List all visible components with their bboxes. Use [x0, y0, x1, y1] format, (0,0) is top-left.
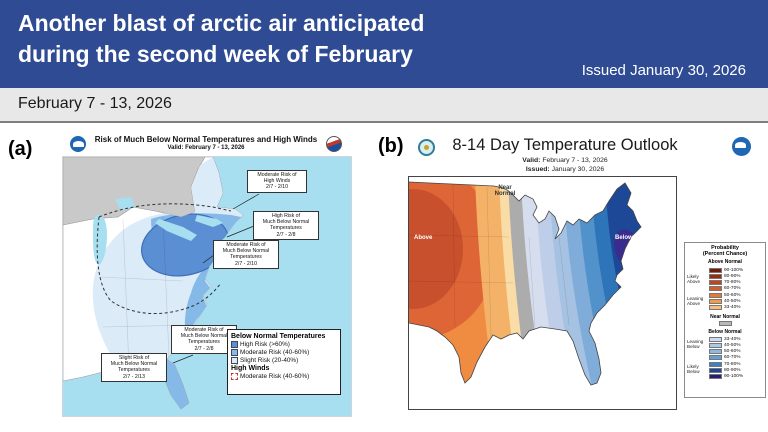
panel-b-map: Near Normal Above Below	[408, 176, 677, 410]
moderate-risk-swatch	[231, 349, 238, 356]
near-normal-swatch	[719, 321, 732, 326]
commerce-seal-icon	[418, 139, 435, 156]
legend-item-label: Moderate Risk (40-60%)	[240, 373, 310, 380]
group-likely-above: Likely Above	[687, 274, 701, 284]
above-swatch	[709, 286, 722, 292]
legend-item-slight: Slight Risk (20-40%)	[231, 357, 337, 364]
panel-a-valid: Valid: February 7 - 13, 2026	[167, 145, 245, 151]
above-swatch	[709, 273, 722, 279]
legend-item-winds: Moderate Risk (40-60%)	[231, 373, 337, 380]
map-label-slight: Slight Risk of Much Below Normal Tempera…	[101, 353, 167, 382]
panel-a-title: Risk of Much Below Normal Temperatures a…	[94, 135, 318, 144]
issued-date: Issued January 30, 2026	[581, 62, 746, 79]
state-borders	[98, 216, 194, 370]
below-swatch	[709, 374, 722, 380]
above-swatch	[709, 292, 722, 298]
issued-label: Issued:	[525, 166, 550, 173]
label-leader-lines	[172, 193, 260, 364]
legend-item-label: Slight Risk (20-40%)	[240, 357, 299, 364]
map-label-moderate-se: Moderate Risk of Much Below Normal Tempe…	[171, 325, 237, 354]
legend-row: 80-90%	[709, 368, 741, 374]
noaa-logo-icon	[70, 136, 86, 152]
legend-item-moderate: Moderate Risk (40-60%)	[231, 349, 337, 356]
slide-title-line1: Another blast of arctic air anticipated	[18, 10, 425, 36]
date-range-bar	[0, 88, 768, 123]
legend-item-label: Moderate Risk (40-60%)	[240, 349, 310, 356]
legend-row: 80-90%	[709, 273, 741, 279]
valid-label: Valid:	[522, 157, 541, 164]
nws-logo-icon	[326, 136, 342, 152]
panel-b-marker: (b)	[378, 135, 404, 157]
legend-row: 50-60%	[709, 292, 741, 298]
above-swatch	[709, 267, 722, 273]
map-label-moderate-ne: Moderate Risk of Much Below Normal Tempe…	[213, 240, 279, 269]
panel-b-title: 8-14 Day Temperature Outlook	[452, 136, 678, 154]
below-swatch	[709, 342, 722, 348]
legend-row: 60-70%	[709, 355, 741, 361]
noaa-logo-icon	[732, 137, 751, 156]
group-leaning-below: Leaning Below	[687, 339, 704, 349]
panel-a-legend: Below Normal Temperatures High Risk (>60…	[227, 329, 341, 395]
risk-map-svg	[63, 157, 351, 416]
legend-row: 40-50%	[709, 299, 741, 305]
above-swatch	[709, 280, 722, 286]
below-swatch	[709, 349, 722, 355]
legend-row: 40-50%	[709, 342, 741, 348]
legend-row: 70-80%	[709, 280, 741, 286]
slide-title-line2: during the second week of February	[18, 41, 413, 67]
below-swatch	[709, 361, 722, 367]
map-label-high-winds: Moderate Risk of High Winds 2/7 - 2/10	[247, 170, 307, 193]
outlook-map-svg	[409, 181, 642, 386]
legend-row: 33-40%	[709, 336, 741, 342]
below-swatch	[709, 336, 722, 342]
great-lakes	[93, 197, 223, 265]
us-outline	[409, 181, 642, 386]
group-likely-below: Likely Below	[687, 364, 700, 374]
legend-temps-title: Below Normal Temperatures	[231, 333, 326, 340]
legend-near-title: Near Normal	[710, 314, 740, 320]
map-label-above: Above	[414, 235, 433, 241]
map-label-near-normal: Near Normal	[494, 185, 516, 197]
legend-item-high: High Risk (>60%)	[231, 341, 337, 348]
legend-row: 90-100%	[709, 267, 743, 273]
panel-b-legend: Probability (Percent Chance) Above Norma…	[684, 242, 766, 398]
high-risk-swatch	[231, 341, 238, 348]
moderate-risk-region-coast	[184, 261, 213, 335]
panel-b-issued: Issued: January 30, 2026	[440, 166, 690, 173]
date-range-text: February 7 - 13, 2026	[18, 95, 172, 112]
legend-item-label: High Risk (>60%)	[240, 341, 290, 348]
legend-above-title: Above Normal	[708, 259, 742, 265]
winds-risk-swatch	[231, 373, 238, 380]
band-dark-navy	[605, 182, 641, 385]
valid-value: February 7 - 13, 2026	[542, 157, 608, 164]
legend-row: 90-100%	[709, 374, 743, 380]
legend-row: 60-70%	[709, 286, 741, 292]
legend-row: 70-80%	[709, 361, 741, 367]
above-swatch	[709, 305, 722, 311]
panel-a: Risk of Much Below Normal Temperatures a…	[62, 133, 352, 417]
panel-b-valid: Valid: February 7 - 13, 2026	[440, 157, 690, 164]
issued-value: January 30, 2026	[551, 166, 605, 173]
below-swatch	[709, 355, 722, 361]
state-borders	[409, 184, 570, 338]
high-winds-dashed-outline	[96, 203, 232, 314]
below-swatch	[709, 368, 722, 373]
map-label-high-risk: High Risk of Much Below Normal Temperatu…	[253, 211, 319, 240]
slight-risk-swatch	[231, 357, 238, 364]
above-swatch	[709, 299, 722, 304]
legend-winds-title: High Winds	[231, 365, 270, 372]
slide-title: Another blast of arctic air anticipated …	[18, 8, 658, 70]
band-dark-red-blob	[409, 189, 463, 309]
header-banner: Another blast of arctic air anticipated …	[0, 0, 768, 88]
legend-row: 33-40%	[709, 305, 741, 311]
map-label-below: Below	[615, 235, 633, 241]
panel-a-map: Moderate Risk of High Winds 2/7 - 2/10 H…	[62, 156, 352, 417]
legend-row: 50-60%	[709, 349, 741, 355]
legend-title: Probability (Percent Chance)	[702, 245, 748, 257]
panel-a-marker: (a)	[8, 138, 33, 160]
group-leaning-above: Leaning Above	[687, 296, 704, 306]
legend-below-title: Below Normal	[708, 329, 742, 335]
